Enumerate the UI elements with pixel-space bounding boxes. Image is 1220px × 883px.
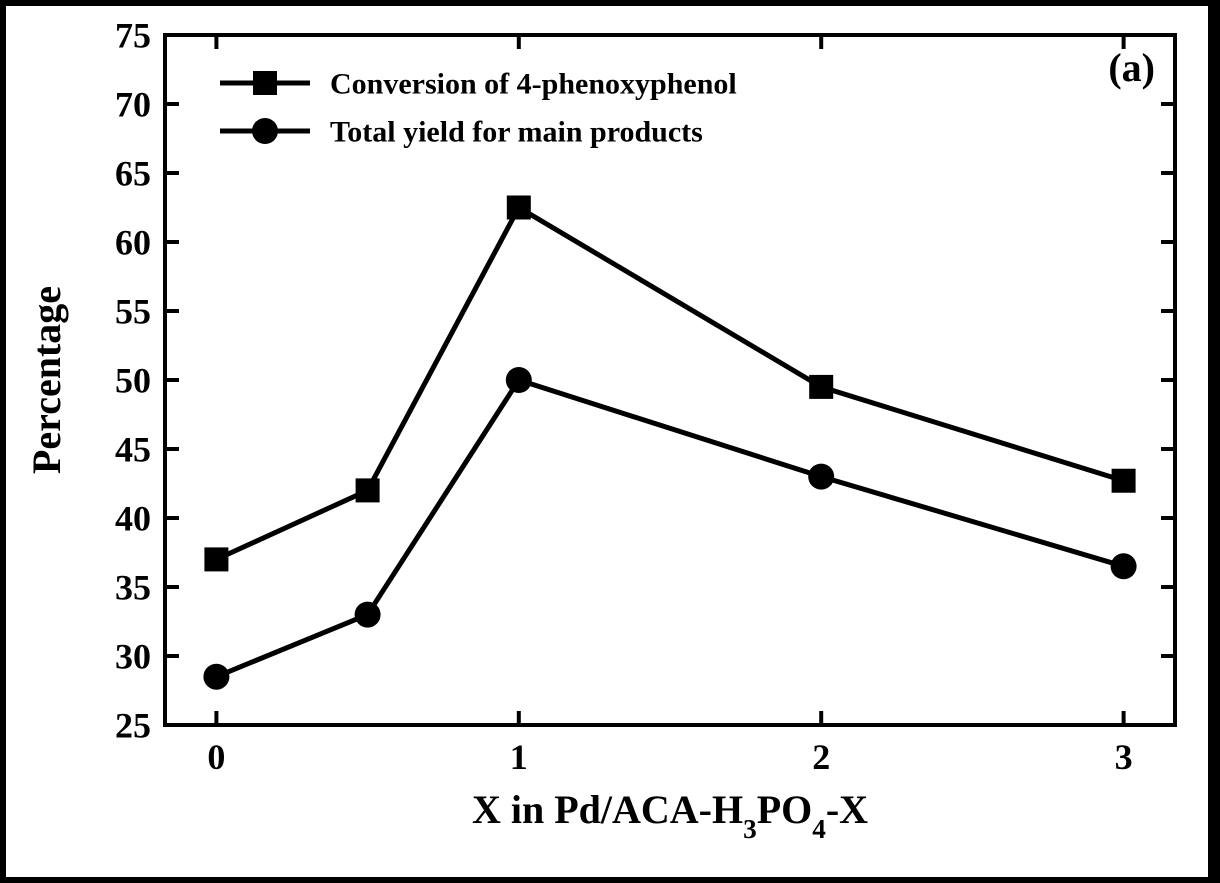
y-tick-label: 40 [115,499,151,539]
series-marker-square [507,196,531,220]
legend-marker-square [253,71,277,95]
panel-label: (a) [1108,45,1155,90]
x-tick-label: 3 [1115,737,1133,777]
series-marker-circle [203,664,229,690]
y-tick-label: 65 [115,154,151,194]
x-tick-label: 1 [510,737,528,777]
series-marker-circle [355,602,381,628]
series-marker-square [204,547,228,571]
series-marker-square [1112,469,1136,493]
y-tick-label: 55 [115,292,151,332]
y-tick-label: 60 [115,223,151,263]
legend-label: Conversion of 4-phenoxyphenol [330,68,737,101]
y-tick-label: 70 [115,85,151,125]
y-tick-label: 75 [115,16,151,56]
y-axis-label: Percentage [24,286,69,474]
legend-marker-circle [252,118,278,144]
series-marker-circle [808,464,834,490]
chart-container: 25 30 35 40 45 50 55 60 65 70 75 0 1 2 3 Percentage X in… [0,0,1220,883]
legend-label: Total yield for main products [330,116,703,149]
series-marker-circle [1111,553,1137,579]
series-marker-square [356,478,380,502]
chart-svg: 25 30 35 40 45 50 55 60 65 70 75 0 1 2 3 Percentage X in… [0,0,1220,883]
y-tick-label: 50 [115,361,151,401]
y-tick-label: 25 [115,706,151,746]
y-tick-label: 35 [115,568,151,608]
series-marker-square [809,375,833,399]
x-axis-label: X in Pd/ACA-H3PO4-X [472,787,868,844]
y-tick-label: 45 [115,430,151,470]
x-tick-label: 2 [812,737,830,777]
x-tick-label: 0 [207,737,225,777]
series-marker-circle [506,367,532,393]
y-tick-label: 30 [115,637,151,677]
